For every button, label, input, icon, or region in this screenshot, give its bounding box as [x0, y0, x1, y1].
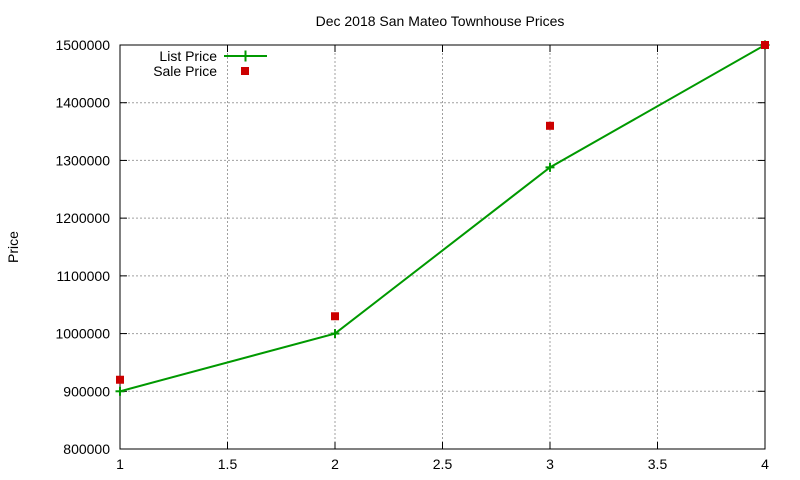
axes [119, 44, 766, 450]
point-sale-price [116, 375, 124, 384]
plot-frame [119, 44, 766, 450]
y-tick-label: 1000000 [55, 326, 110, 342]
x-tick-label: 3.5 [648, 456, 668, 472]
grid [120, 45, 765, 449]
y-tick-label: 1300000 [55, 152, 110, 168]
x-tick-label: 1.5 [218, 456, 238, 472]
point-list-price [330, 329, 340, 339]
x-tick-label: 2 [331, 456, 339, 472]
point-list-price [545, 162, 555, 172]
y-tick-label: 1200000 [55, 210, 110, 226]
legend-marker-sale-price [241, 67, 249, 75]
y-axis-label: Price [5, 231, 21, 263]
point-sale-price [761, 41, 769, 49]
chart-title: Dec 2018 San Mateo Townhouse Prices [316, 13, 565, 29]
x-tick-label: 2.5 [433, 456, 453, 472]
series-line-list-price [119, 44, 766, 393]
y-tick-label: 1500000 [55, 37, 110, 53]
y-tick-label: 1100000 [57, 268, 111, 284]
legend: List Price Sale Price [153, 48, 267, 79]
y-tick-label: 800000 [63, 441, 110, 457]
x-tick-label: 1 [116, 456, 124, 472]
point-sale-price [546, 121, 554, 130]
legend-marker-list-price [240, 50, 251, 62]
point-sale-price [331, 312, 339, 321]
x-tick-label: 3 [546, 456, 554, 472]
point-list-price [115, 386, 125, 396]
y-tick-label: 1400000 [55, 95, 110, 111]
legend-label-list-price: List Price [159, 48, 217, 64]
tick-labels: 1 1.5 2 2.5 3 3.5 4 800000 900000 1000000 1100000 1… [55, 37, 769, 472]
legend-label-sale-price: Sale Price [153, 63, 217, 79]
series [115, 40, 770, 396]
y-tick-label: 900000 [63, 383, 110, 399]
x-tick-label: 4 [761, 456, 769, 472]
